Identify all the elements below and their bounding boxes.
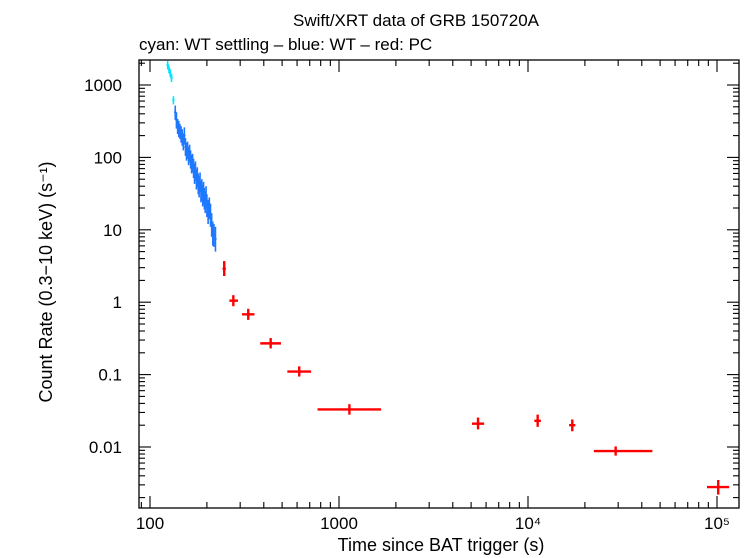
- x-tick-label: 10⁵: [704, 514, 730, 533]
- data-point: [169, 69, 172, 78]
- series-pc: [222, 261, 730, 495]
- y-tick-label: 10: [103, 221, 122, 240]
- data-point: [166, 60, 169, 70]
- x-tick-label: 1000: [320, 514, 358, 533]
- y-tick-label: 100: [94, 148, 122, 167]
- chart-title: Swift/XRT data of GRB 150720A: [293, 11, 540, 30]
- data-point: [569, 419, 576, 432]
- data-point: [242, 308, 255, 320]
- series-wt: [174, 105, 217, 252]
- data-point: [593, 446, 653, 456]
- data-point: [183, 127, 186, 145]
- data-marks: [166, 60, 730, 495]
- data-point: [214, 226, 217, 252]
- axis-ticks: 100 1000 10⁴ 10⁵ 1000 100 10 1 0.1 0.01: [84, 60, 739, 533]
- data-point: [471, 417, 485, 430]
- y-tick-label: 1: [113, 293, 122, 312]
- data-point: [287, 366, 312, 377]
- y-tick-label: 1000: [84, 76, 122, 95]
- data-point: [317, 404, 382, 415]
- data-point: [706, 480, 730, 495]
- x-tick-label: 100: [136, 514, 164, 533]
- series-wt-settling: [166, 60, 175, 105]
- x-tick-label: 10⁴: [515, 514, 541, 533]
- x-axis-label: Time since BAT trigger (s): [338, 535, 545, 555]
- data-point: [172, 96, 175, 105]
- chart-subtitle: cyan: WT settling – blue: WT – red: PC: [139, 35, 432, 54]
- data-point: [229, 295, 238, 307]
- data-point: [260, 338, 281, 349]
- plot-frame: [138, 59, 740, 509]
- y-tick-label: 0.01: [89, 438, 122, 457]
- y-tick-label: 0.1: [98, 366, 122, 385]
- y-axis-label: Count Rate (0.3−10 keV) (s⁻¹): [36, 161, 56, 402]
- data-point: [170, 73, 173, 83]
- data-point: [222, 261, 226, 277]
- data-point: [534, 414, 541, 427]
